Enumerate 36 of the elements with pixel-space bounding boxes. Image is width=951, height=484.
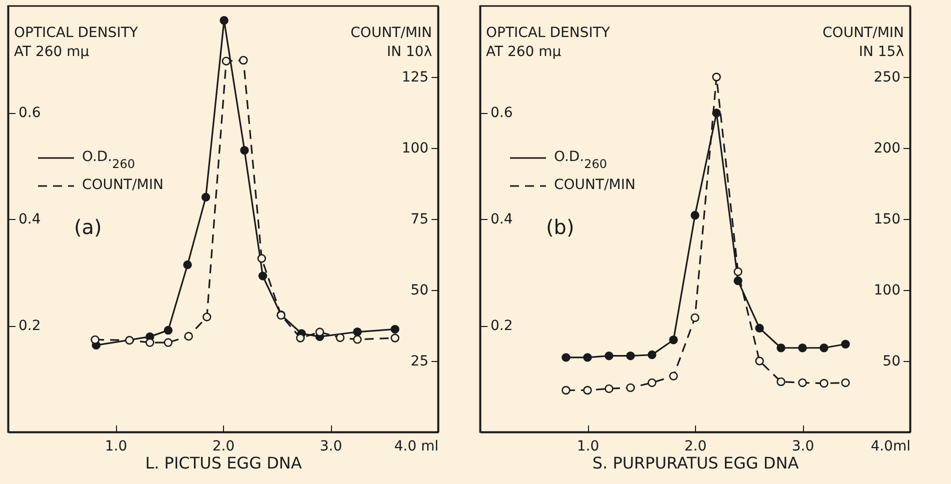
y-tick-label: 0.4: [490, 212, 513, 228]
legend-label: O.D.$_{260}$: [82, 149, 136, 171]
x-tick-label: 2.0: [212, 438, 235, 454]
x-tick-label: 4.0 ml: [394, 438, 438, 454]
y-tick-label: 0.6: [490, 105, 513, 121]
y-axis-title: OPTICAL DENSITY AT 260 mμ: [486, 25, 610, 60]
y2-tick-label: 25: [410, 354, 428, 370]
legend-label: O.D.$_{260}$: [554, 149, 608, 171]
y-tick-label: 0.2: [18, 318, 41, 334]
x-tick-label: 1.0: [104, 438, 128, 454]
x-tick-label: 2.0: [684, 438, 707, 454]
x-axis-title: L. PICTUS EGG DNA: [145, 454, 302, 472]
x-tick-label: 3.0: [320, 438, 342, 454]
y2-axis-title: COUNT/MIN IN 10λ: [350, 25, 432, 60]
y2-tick-label: 50: [410, 282, 428, 298]
x-tick-label: 3.0: [792, 438, 814, 454]
x-tick-label: 4.0ml: [870, 438, 910, 454]
y2-tick-label: 50: [882, 354, 900, 370]
legend-label: COUNT/MIN: [554, 177, 636, 193]
y2-tick-label: 150: [874, 212, 900, 228]
y-tick-label: 0.4: [18, 212, 41, 228]
y2-tick-label: 75: [410, 212, 428, 228]
y2-tick-label: 100: [874, 282, 900, 298]
y2-axis-title: COUNT/MIN IN 15λ: [822, 25, 904, 60]
x-axis-title: S. PURPURATUS EGG DNA: [592, 454, 799, 472]
y-axis-title: OPTICAL DENSITY AT 260 mμ: [14, 25, 138, 60]
y-tick-label: 0.2: [490, 318, 513, 334]
x-tick-label: 1.0: [576, 438, 600, 454]
y2-tick-label: 250: [874, 70, 900, 86]
annotation: (b): [546, 215, 574, 239]
y2-tick-label: 100: [402, 140, 428, 156]
legend-label: COUNT/MIN: [82, 177, 164, 193]
y-tick-label: 0.6: [18, 105, 41, 121]
y2-tick-label: 200: [874, 140, 900, 156]
annotation: (a): [74, 215, 102, 239]
y2-tick-label: 125: [402, 70, 428, 86]
